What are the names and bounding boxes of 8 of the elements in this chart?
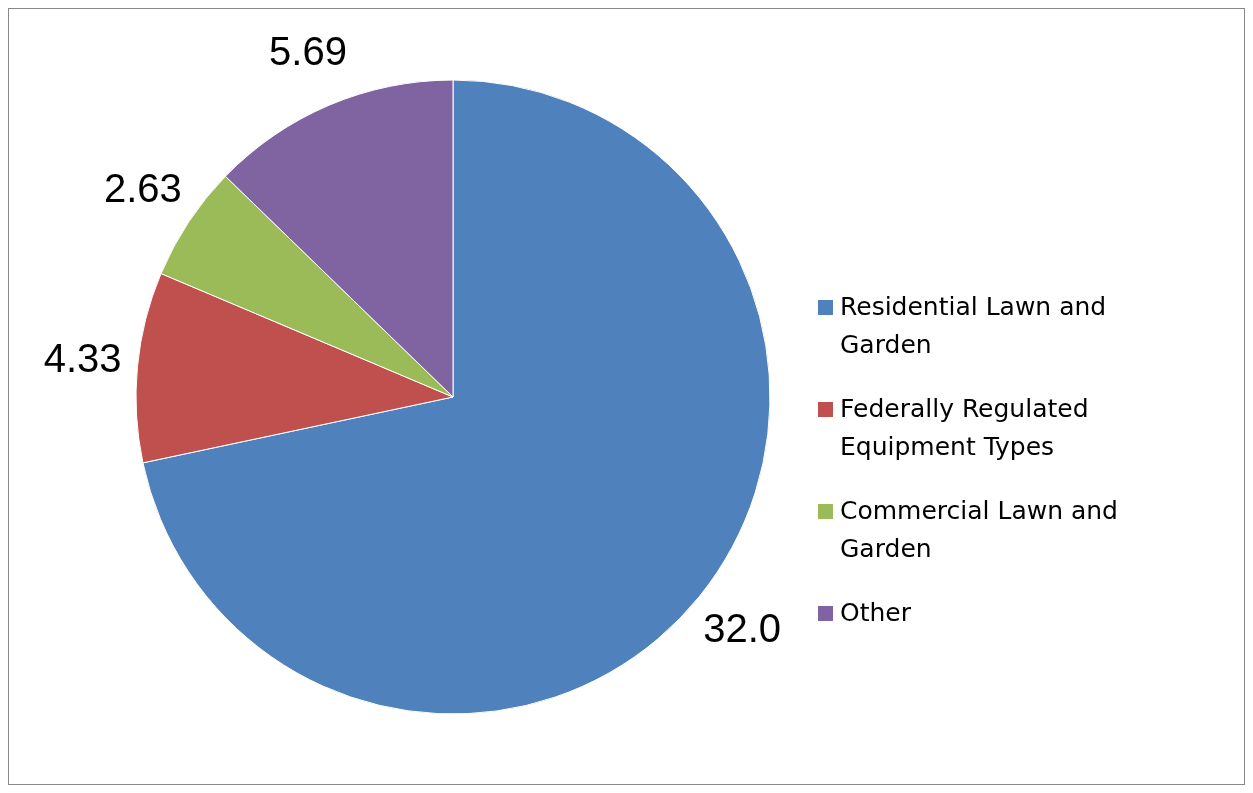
legend-label: Residential Lawn and Garden xyxy=(840,292,1107,359)
legend-label: Other xyxy=(840,598,912,627)
legend-label: Federally Regulated Equipment Types xyxy=(840,394,1089,461)
data-label: 32.0 xyxy=(703,605,782,650)
data-label: 2.63 xyxy=(103,166,182,211)
legend-label: Commercial Lawn and Garden xyxy=(840,496,1118,563)
data-label: 5.69 xyxy=(269,28,347,73)
data-label: 4.33 xyxy=(43,336,122,381)
